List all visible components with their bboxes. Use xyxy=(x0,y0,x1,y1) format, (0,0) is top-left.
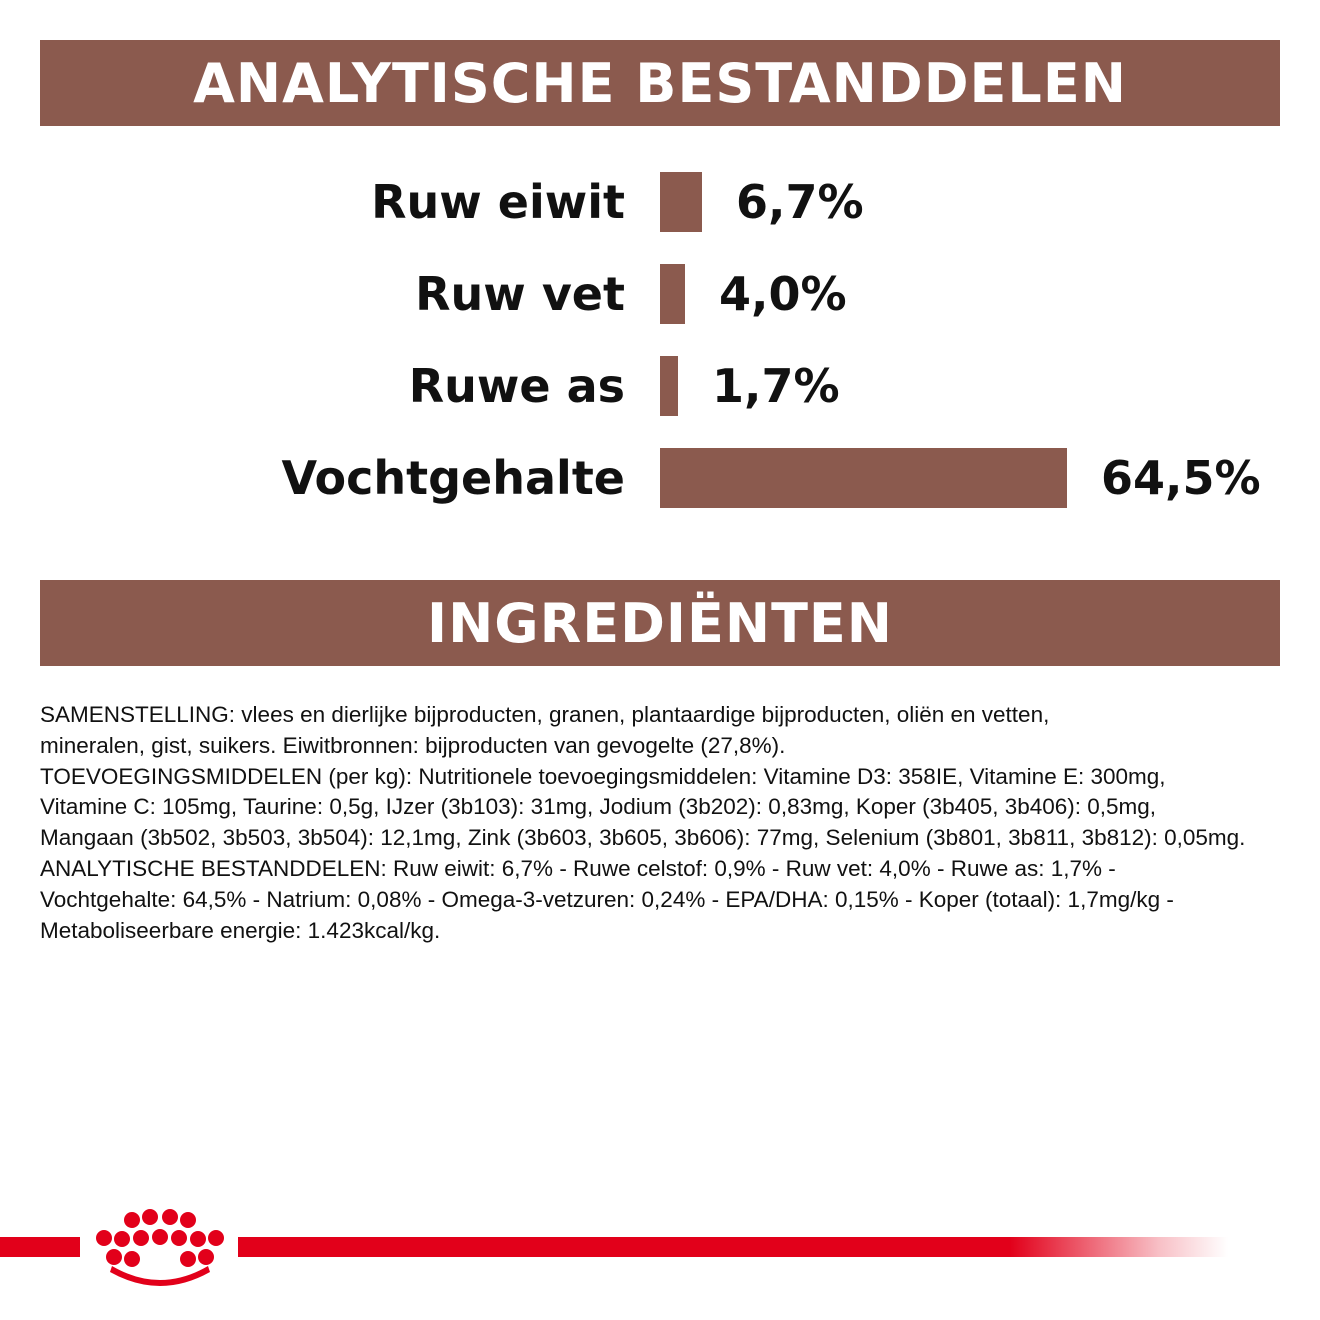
ingredients-line: mineralen, gist, suikers. Eiwitbronnen: … xyxy=(40,732,786,758)
nutrient-value: 64,5% xyxy=(1101,451,1261,505)
ingredients-text: SAMENSTELLING: vlees en dierlijke bijpro… xyxy=(40,700,1285,946)
nutrient-label: Ruw eiwit xyxy=(371,175,625,229)
ingredients-line: Metaboliseerbare energie: 1.423kcal/kg. xyxy=(40,917,441,943)
footer-stripe-right xyxy=(238,1237,1228,1257)
nutrient-label: Ruwe as xyxy=(408,359,625,413)
nutrient-row: Ruwe as 1,7% xyxy=(0,356,1320,416)
ingredients-title: INGREDIËNTEN xyxy=(427,591,893,655)
nutrient-label: Ruw vet xyxy=(415,267,625,321)
ingredients-line: SAMENSTELLING: vlees en dierlijke bijpro… xyxy=(40,702,1050,727)
ingredients-line: ANALYTISCHE BESTANDDELEN: Ruw eiwit: 6,7… xyxy=(40,855,1116,881)
nutrient-row: Ruw eiwit 6,7% xyxy=(0,172,1320,232)
analytic-title: ANALYTISCHE BESTANDDELEN xyxy=(193,51,1127,115)
nutrient-value: 1,7% xyxy=(712,359,840,413)
ingredients-line: Mangaan (3b502, 3b503, 3b504): 12,1mg, Z… xyxy=(40,825,1246,851)
ingredients-banner: INGREDIËNTEN xyxy=(40,580,1280,666)
ingredients-line: Vitamine C: 105mg, Taurine: 0,5g, IJzer … xyxy=(40,794,1157,820)
footer-stripe-left xyxy=(0,1237,80,1257)
nutrient-bar xyxy=(660,448,1067,508)
ingredients-line: Vochtgehalte: 64,5% - Natrium: 0,08% - O… xyxy=(40,886,1174,912)
ingredients-line: TOEVOEGINGSMIDDELEN (per kg): Nutritione… xyxy=(40,763,1166,789)
nutrient-bar xyxy=(660,172,702,232)
nutrient-row: Vochtgehalte 64,5% xyxy=(0,448,1320,508)
nutrient-value: 6,7% xyxy=(736,175,864,229)
crown-logo xyxy=(96,1209,224,1286)
nutrient-bar xyxy=(660,356,678,416)
nutrient-row: Ruw vet 4,0% xyxy=(0,264,1320,324)
nutrient-label: Vochtgehalte xyxy=(281,451,625,505)
nutrient-value: 4,0% xyxy=(719,267,847,321)
nutrient-bar xyxy=(660,264,685,324)
analytic-banner: ANALYTISCHE BESTANDDELEN xyxy=(40,40,1280,126)
